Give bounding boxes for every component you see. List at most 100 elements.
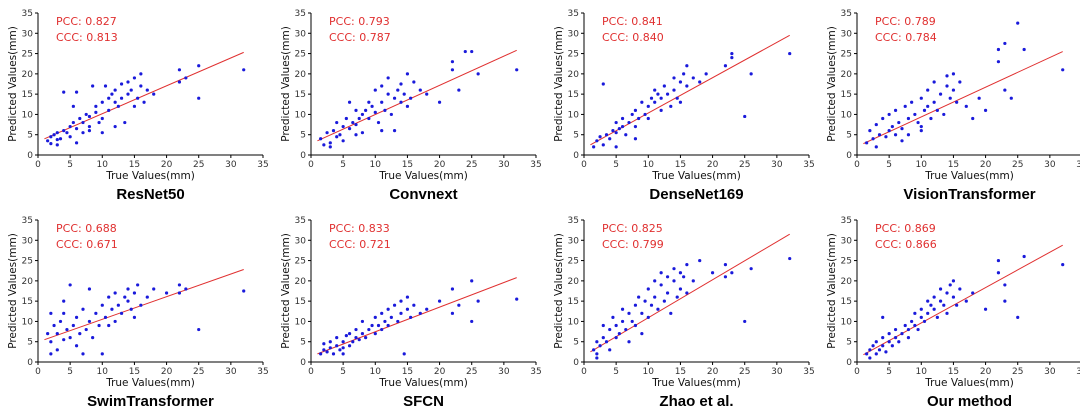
data-point — [926, 104, 930, 108]
y-tick-label: 10 — [568, 110, 580, 120]
scatter-panel: 0 5 10 15 20 25 30 35 0 5 10 15 20 25 30 35 True Values(… — [826, 9, 1080, 203]
data-point — [964, 104, 968, 108]
y-tick-label: 20 — [568, 70, 580, 80]
data-point — [425, 92, 429, 96]
data-point — [643, 112, 647, 117]
x-tick-label: 25 — [739, 160, 750, 170]
y-tick-label: 10 — [295, 110, 307, 120]
data-point — [113, 100, 117, 104]
scatter-panel: 0 5 10 15 20 25 30 35 0 5 10 15 20 25 30 35 True Values(… — [553, 9, 815, 203]
y-tick-label: 10 — [841, 317, 853, 327]
data-point — [996, 271, 1001, 275]
data-point — [184, 76, 188, 80]
data-point — [341, 125, 345, 129]
data-point — [62, 90, 66, 94]
data-point — [367, 100, 371, 104]
data-point — [910, 100, 914, 104]
y-tick-label: 30 — [22, 236, 34, 246]
data-point — [46, 332, 50, 336]
x-tick-label: 0 — [35, 367, 41, 377]
data-point — [678, 271, 683, 275]
y-tick-label: 0 — [300, 151, 306, 161]
data-point — [126, 92, 130, 96]
data-point — [103, 315, 108, 319]
data-point — [405, 295, 410, 299]
data-point — [1061, 68, 1065, 72]
data-point — [874, 352, 878, 356]
data-point — [910, 319, 914, 324]
y-tick-label: 0 — [846, 151, 852, 161]
x-tick-label: 35 — [1076, 367, 1080, 377]
pcc-annotation: PCC: 0.793 — [329, 15, 390, 28]
data-point — [730, 51, 734, 56]
data-point — [319, 137, 323, 141]
data-point — [649, 96, 654, 100]
data-point — [100, 352, 104, 356]
data-point — [890, 125, 894, 129]
data-point — [938, 299, 943, 303]
data-point — [598, 135, 602, 139]
y-tick-label: 35 — [841, 216, 852, 226]
data-point — [338, 348, 342, 352]
data-point — [49, 311, 53, 315]
data-point — [49, 340, 53, 344]
data-point — [389, 112, 393, 117]
x-tick-label: 30 — [771, 367, 783, 377]
scatter-panel: 0 5 10 15 20 25 30 35 0 5 10 15 20 25 30 35 True Values(… — [7, 216, 269, 410]
data-point — [608, 137, 612, 141]
data-point — [87, 114, 92, 119]
data-point — [367, 327, 371, 332]
data-point — [78, 332, 82, 336]
data-point — [948, 283, 952, 287]
regression-line — [317, 49, 517, 142]
data-point — [100, 100, 104, 104]
data-point — [678, 100, 683, 104]
data-point — [913, 112, 917, 117]
data-point — [614, 131, 618, 135]
data-point — [354, 108, 358, 112]
y-tick-label: 5 — [846, 131, 852, 141]
data-point — [592, 348, 596, 352]
x-tick-label: 20 — [161, 367, 173, 377]
data-point — [922, 108, 927, 112]
ccc-annotation: CCC: 0.784 — [875, 31, 937, 44]
data-point — [659, 271, 663, 275]
y-tick-label: 30 — [568, 236, 580, 246]
data-point — [665, 291, 670, 295]
data-point — [399, 311, 403, 315]
data-point — [347, 100, 352, 104]
y-tick-label: 5 — [27, 338, 33, 348]
data-point — [132, 291, 137, 295]
y-axis-label: Predicted Values(mm) — [280, 233, 292, 349]
data-point — [865, 352, 869, 356]
y-tick-label: 20 — [295, 277, 307, 287]
data-point — [951, 88, 956, 92]
y-tick-label: 35 — [295, 9, 306, 19]
data-point — [418, 311, 422, 315]
data-point — [614, 145, 618, 149]
data-point — [129, 88, 133, 92]
y-tick-label: 10 — [22, 317, 34, 327]
data-point — [351, 120, 355, 125]
data-point — [601, 143, 605, 147]
data-point — [871, 344, 875, 348]
x-tick-label: 25 — [466, 160, 477, 170]
y-tick-label: 30 — [22, 29, 34, 39]
data-point — [932, 307, 936, 311]
x-tick-label: 35 — [530, 367, 541, 377]
x-tick-label: 15 — [129, 160, 140, 170]
data-point — [662, 84, 666, 88]
data-point — [983, 307, 988, 311]
data-point — [669, 104, 673, 108]
y-tick-label: 25 — [568, 257, 579, 267]
y-tick-label: 10 — [295, 317, 307, 327]
data-point — [672, 88, 676, 92]
data-point — [723, 263, 728, 267]
data-point — [335, 344, 339, 348]
data-point — [614, 336, 618, 340]
ccc-annotation: CCC: 0.671 — [56, 238, 118, 251]
data-point — [107, 96, 111, 100]
x-tick-label: 20 — [707, 367, 719, 377]
data-point — [100, 303, 104, 307]
data-point — [620, 307, 625, 311]
